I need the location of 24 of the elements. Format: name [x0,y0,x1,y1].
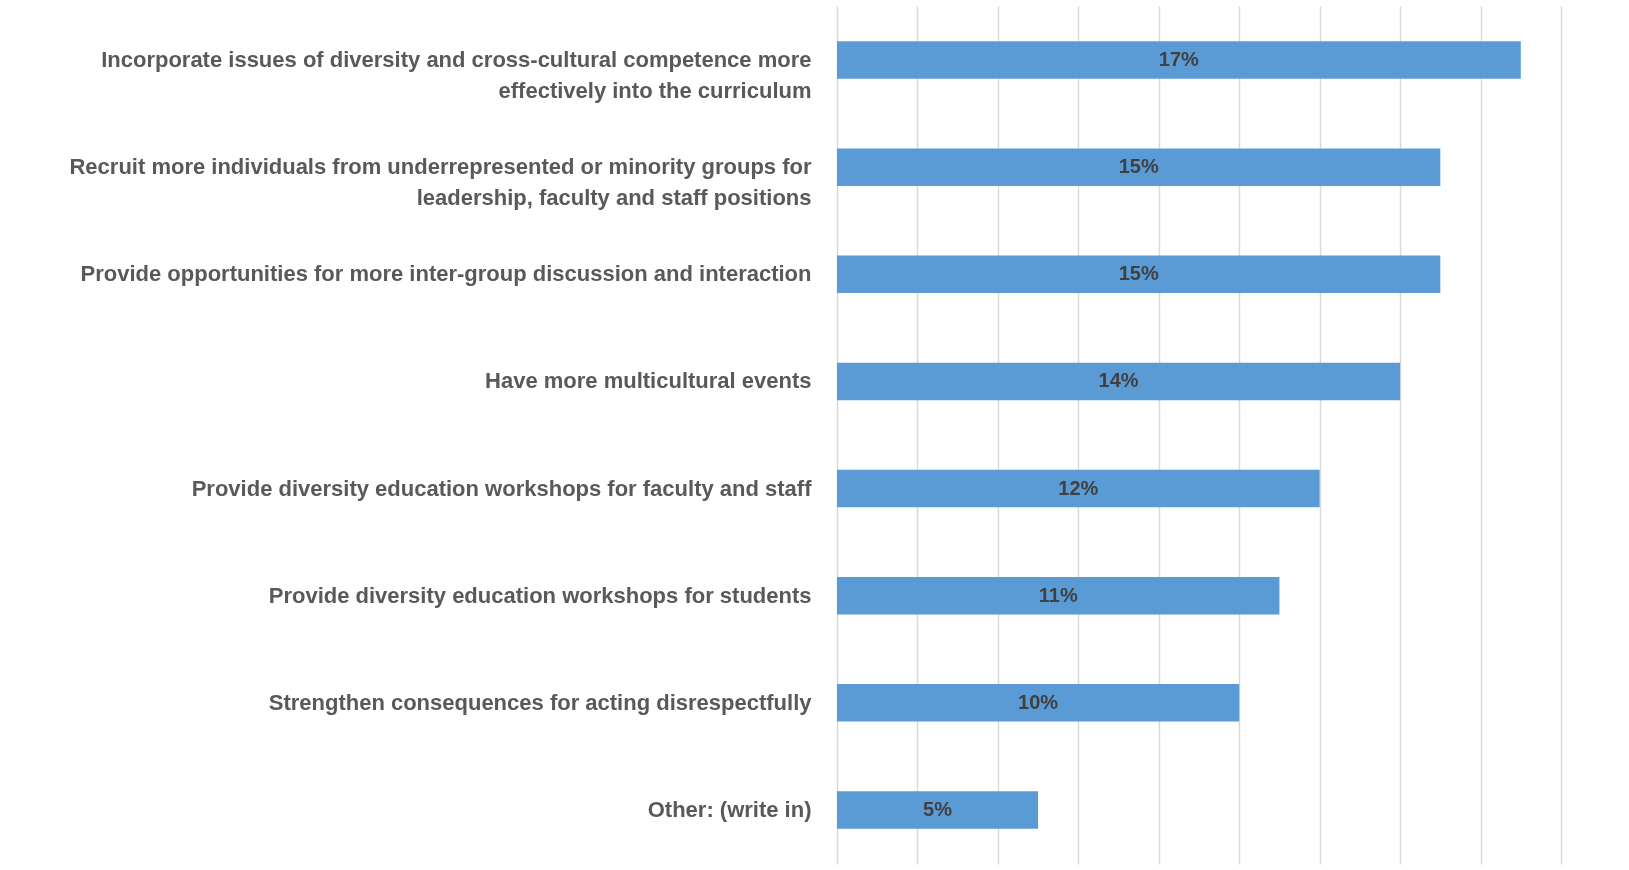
bar [837,684,1240,722]
y-tick-label: Have more multicultural events [485,368,812,394]
bar [837,362,1401,401]
bar [837,148,1441,186]
y-tick-label: Incorporate issues of diversity and cross-cultural competence more effectively into the curriculum [101,47,812,104]
data-label: 17% [1158,48,1200,71]
y-tick-label: Provide opportunities for more inter-group discussion and interaction [80,261,812,287]
bar [837,41,1521,79]
y-tick-label: Other: (write in) [647,796,812,822]
data-label: 5% [923,797,953,820]
y-tick-label: Provide diversity education workshops for faculty and staff [191,475,813,501]
bar [837,791,1039,829]
y-tick-label: Recruit more individuals from underrepresented or minority groups for leadership, faculty and staff positions [69,154,812,211]
bar [837,469,1320,508]
bar [837,255,1441,294]
data-label: 11% [1038,583,1078,606]
y-tick-label: Strengthen consequences for acting disrespectfully [268,689,813,715]
data-label: 12% [1058,476,1099,499]
y-tick-label: Provide diversity education workshops for students [268,582,812,608]
data-label: 15% [1118,262,1159,285]
data-label: 15% [1118,155,1159,178]
data-label: 10% [1018,690,1059,713]
bar [837,576,1280,615]
data-label: 14% [1098,369,1139,392]
